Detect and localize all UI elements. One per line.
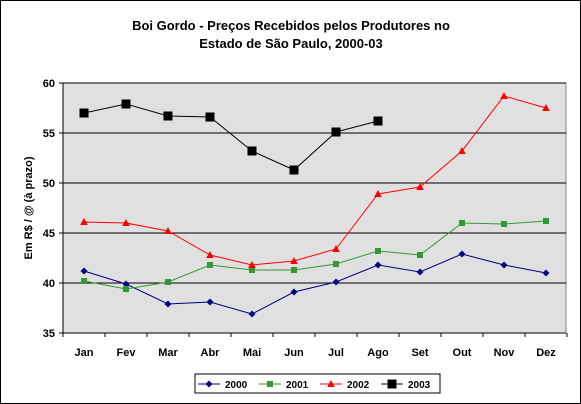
- series-2003: [79, 99, 383, 175]
- gridlines: [63, 82, 566, 284]
- data-point-2003-mar: [163, 111, 173, 121]
- data-point-2001-set: [417, 252, 423, 258]
- data-point-2000-jun: [290, 288, 298, 296]
- legend-label-2001: 2001: [286, 380, 309, 391]
- data-point-2000-abr: [206, 298, 214, 306]
- x-tick-label-abr: Abr: [201, 347, 221, 359]
- y-tick-label-55: 55: [43, 128, 55, 140]
- y-tick-label-35: 35: [43, 328, 55, 340]
- data-point-2001-ago: [375, 248, 381, 254]
- data-point-2001-fev: [123, 286, 129, 292]
- series-line-2002: [83, 95, 547, 266]
- x-tick-label-out: Out: [453, 347, 472, 359]
- data-point-2002-fev: [122, 219, 130, 226]
- legend-swatch-marker-2001: [267, 381, 273, 387]
- data-point-2001-jun: [291, 267, 297, 273]
- data-point-2003-fev: [121, 99, 131, 109]
- data-point-2003-mai: [247, 146, 257, 156]
- y-tick-label-40: 40: [43, 278, 55, 290]
- data-point-2000-jul: [332, 278, 340, 286]
- chart-title-line-1: Boi Gordo - Preços Recebidos pelos Produ…: [132, 18, 450, 33]
- data-point-2000-mai: [248, 310, 256, 318]
- series-2002: [80, 92, 550, 268]
- data-point-2003-abr: [205, 112, 215, 122]
- y-axis-label: Em R$ / @ (à prazo): [23, 156, 35, 259]
- legend: 2000 2001 2002 2003: [198, 379, 431, 391]
- series-group: [79, 92, 550, 318]
- data-point-2001-jan: [81, 278, 87, 284]
- legend-swatch-marker-2002: [327, 380, 335, 387]
- data-point-2000-ago: [374, 261, 382, 269]
- x-tick-label-set: Set: [411, 347, 428, 359]
- data-point-2001-nov: [501, 221, 507, 227]
- x-tick-label-dez: Dez: [536, 347, 556, 359]
- legend-swatch-marker-2000: [205, 380, 213, 388]
- series-line-2003: [83, 103, 379, 171]
- legend-item-2002: 2002: [320, 380, 370, 391]
- data-point-2000-dez: [542, 269, 550, 277]
- data-point-2000-nov: [500, 261, 508, 269]
- series-line-2001: [83, 220, 547, 290]
- data-point-2003-jan: [79, 108, 89, 118]
- data-point-2000-out: [458, 250, 466, 258]
- x-tick-label-ago: Ago: [367, 347, 389, 359]
- chart-title-line-2: Estado de São Paulo, 2000-03: [199, 36, 383, 51]
- series-2000: [80, 250, 550, 318]
- data-point-2000-set: [416, 268, 424, 276]
- data-point-2003-jul: [331, 127, 341, 137]
- x-tick-label-mar: Mar: [158, 347, 178, 359]
- data-point-2001-jul: [333, 261, 339, 267]
- legend-label-2000: 2000: [225, 380, 248, 391]
- y-tick-label-45: 45: [43, 228, 55, 240]
- legend-item-2000: 2000: [198, 380, 248, 391]
- data-point-2001-out: [459, 220, 465, 226]
- data-point-2001-mar: [165, 279, 171, 285]
- data-point-2000-mar: [164, 300, 172, 308]
- data-point-2001-abr: [207, 262, 213, 268]
- data-point-2002-jan: [80, 218, 88, 225]
- x-tick-label-nov: Nov: [494, 347, 516, 359]
- legend-box: [194, 373, 441, 394]
- data-point-2003-ago: [373, 116, 383, 126]
- data-point-2002-dez: [542, 104, 550, 111]
- legend-label-2003: 2003: [408, 380, 431, 391]
- data-point-2002-mar: [164, 227, 172, 234]
- data-point-2002-set: [416, 183, 424, 190]
- data-point-2002-jun: [290, 257, 298, 264]
- data-point-2002-ago: [374, 190, 382, 197]
- data-point-2001-mai: [249, 267, 255, 273]
- legend-swatch-marker-2003: [387, 379, 397, 389]
- y-tick-label-60: 60: [43, 78, 55, 90]
- data-point-2002-abr: [206, 251, 214, 258]
- legend-item-2003: 2003: [381, 379, 431, 391]
- x-tick-label-jul: Jul: [328, 347, 344, 359]
- x-tick-label-jun: Jun: [284, 347, 304, 359]
- y-tick-label-50: 50: [43, 178, 55, 190]
- data-point-2002-nov: [500, 92, 508, 99]
- legend-label-2002: 2002: [347, 380, 370, 391]
- data-point-2002-jul: [332, 245, 340, 252]
- series-2001: [81, 218, 549, 292]
- data-point-2002-mai: [248, 261, 256, 268]
- data-point-2001-dez: [543, 218, 549, 224]
- data-point-2003-jun: [289, 165, 299, 175]
- x-tick-label-jan: Jan: [75, 347, 94, 359]
- x-tick-label-mai: Mai: [243, 347, 261, 359]
- data-point-2000-jan: [80, 267, 88, 275]
- data-point-2002-out: [458, 147, 466, 154]
- series-line-2000: [83, 253, 547, 315]
- data-point-2000-fev: [122, 280, 130, 288]
- axes: 35 40 45 50 55 60 Jan Fev Mar Abr Mai Jun Jul Ago Set O…: [43, 78, 568, 359]
- legend-item-2001: 2001: [259, 380, 309, 391]
- plot-area: [62, 82, 567, 334]
- x-tick-label-fev: Fev: [117, 347, 137, 359]
